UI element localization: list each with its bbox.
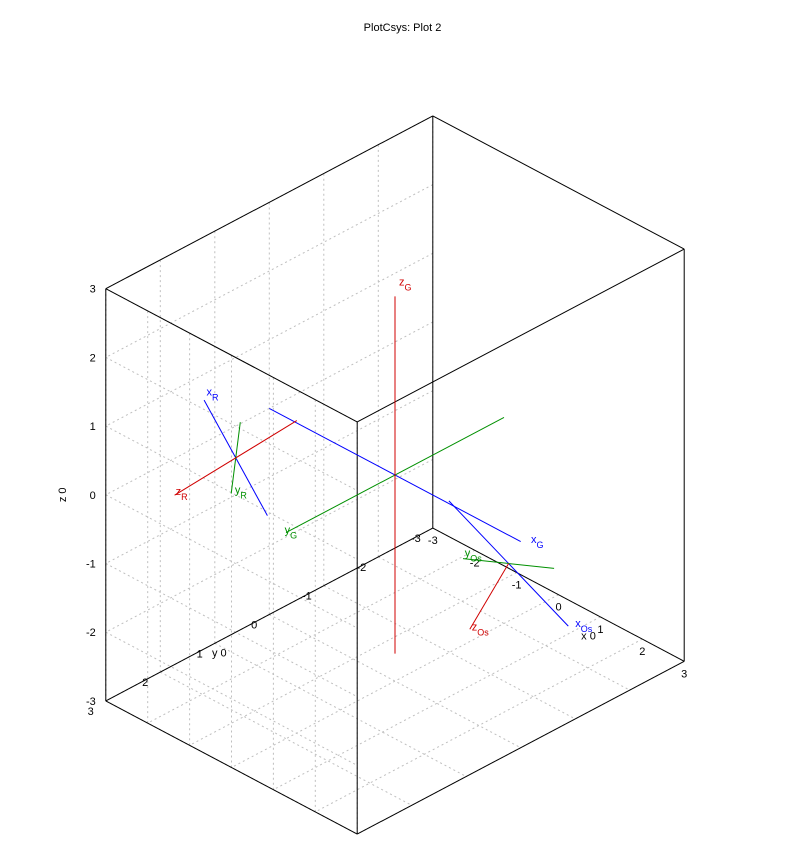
z-axis-label: z 0 (57, 487, 69, 502)
y-tick-label: 0 (251, 620, 257, 632)
z-tick-label: 0 (90, 490, 96, 502)
x-tick-label: -3 (428, 535, 438, 547)
z-tick-label: 1 (90, 421, 96, 433)
box-edge (433, 528, 684, 661)
csys-G-label: xG (531, 534, 544, 550)
csys-R-label: xR (207, 386, 220, 402)
csys-G-label: zG (399, 276, 412, 292)
y-tick-label: -2 (357, 562, 367, 574)
grid-floor-x (315, 639, 642, 812)
y-axis-label: y 0 (212, 648, 227, 660)
csys-G-label: yG (285, 525, 298, 541)
csys-Os-line (470, 564, 509, 630)
z-tick-label: -1 (86, 559, 96, 571)
grid-floor-y (160, 672, 411, 805)
grid-wallx-z (106, 459, 433, 632)
csys-Os-label: zOs (472, 622, 490, 638)
z-tick-label: -2 (86, 627, 96, 639)
y-tick-label: -3 (411, 533, 421, 545)
grid-floor-x (190, 573, 517, 746)
z-tick-label: -3 (86, 696, 96, 708)
csys-Os-label: xOs (575, 618, 593, 634)
box-edge (357, 249, 684, 422)
plot-canvas: -3-2-10123-3-2-10123-3-2-10123x 0y 0z 0x… (0, 0, 805, 848)
box-edge (433, 116, 684, 249)
y-tick-label: -1 (302, 591, 312, 603)
csys-R-label: yR (235, 484, 248, 500)
figure: PlotCsys: Plot 2 -3-2-10123-3-2-10123-3-… (0, 0, 805, 848)
y-tick-label: 2 (142, 677, 148, 689)
grid-wallx-z (106, 185, 433, 358)
grid-floor-y (324, 586, 575, 719)
x-tick-label: -1 (512, 580, 522, 592)
y-tick-label: 1 (197, 648, 203, 660)
x-tick-label: 2 (639, 646, 645, 658)
z-tick-label: 2 (90, 352, 96, 364)
x-tick-label: 3 (681, 668, 687, 680)
x-tick-label: 1 (597, 624, 603, 636)
z-tick-label: 3 (90, 284, 96, 296)
x-tick-label: 0 (555, 602, 561, 614)
